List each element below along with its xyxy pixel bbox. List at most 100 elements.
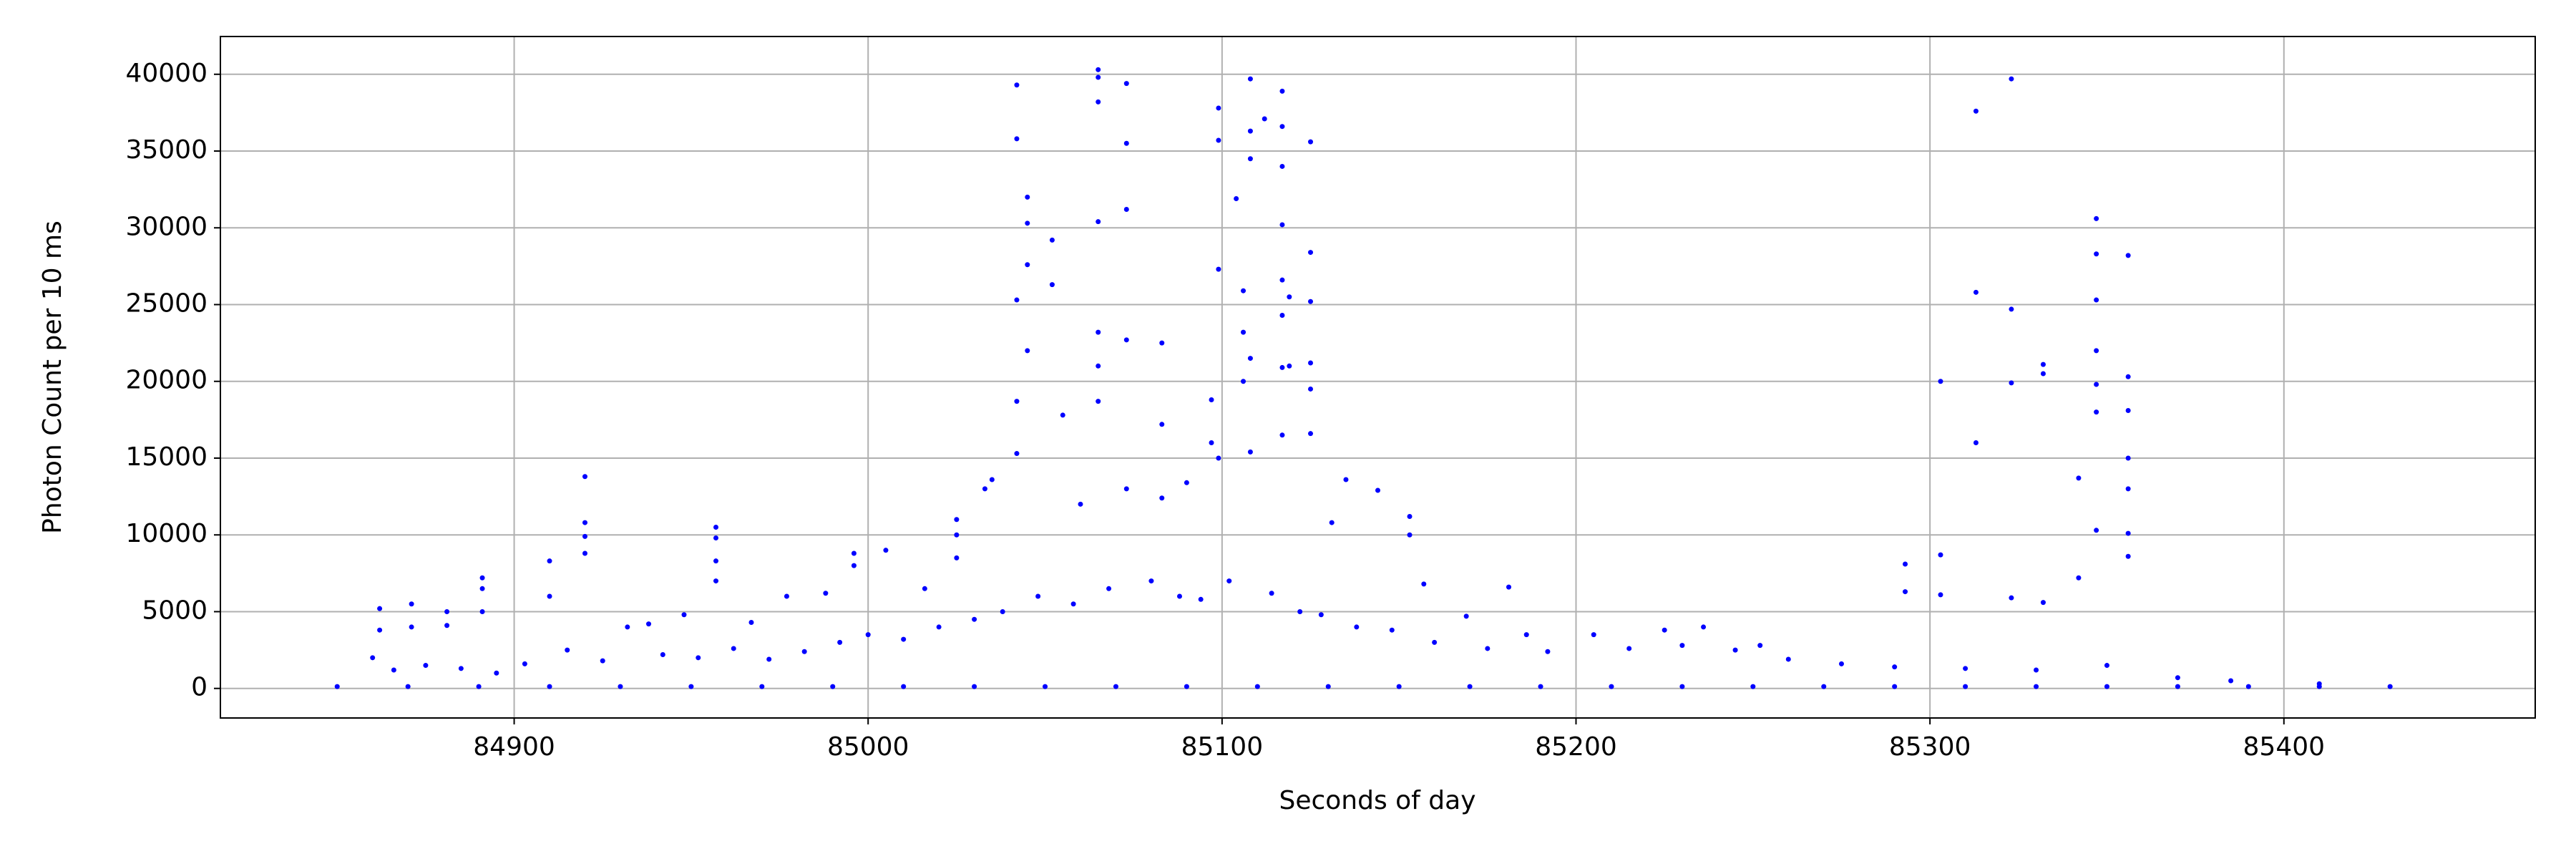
point — [2175, 675, 2180, 681]
point — [1407, 513, 1413, 519]
point — [2040, 371, 2046, 377]
point — [2316, 684, 2322, 689]
point — [759, 684, 765, 689]
point — [391, 667, 396, 673]
point — [2094, 215, 2099, 221]
point — [2094, 382, 2099, 387]
point — [2104, 684, 2109, 689]
point — [954, 532, 960, 538]
point — [713, 535, 719, 541]
point — [476, 684, 482, 689]
point — [1049, 282, 1055, 288]
point — [1025, 262, 1030, 268]
point — [1963, 684, 1968, 689]
point — [1279, 88, 1285, 94]
point — [2387, 684, 2393, 689]
point — [479, 608, 485, 614]
point — [1123, 207, 1129, 213]
point — [2009, 595, 2014, 601]
plot-frame — [220, 36, 2536, 719]
point — [2125, 374, 2131, 379]
point — [2125, 407, 2131, 413]
point — [625, 624, 630, 630]
point — [1329, 520, 1335, 525]
point — [618, 684, 623, 689]
point — [1973, 108, 1979, 114]
point — [1198, 596, 1204, 602]
point — [444, 608, 450, 614]
point — [1938, 379, 1943, 384]
y-tick-label: 40000 — [125, 59, 208, 88]
x-tick-label: 84900 — [473, 732, 555, 762]
point — [1070, 601, 1076, 607]
point — [494, 670, 499, 676]
point — [1287, 363, 1292, 369]
point — [1903, 561, 1908, 567]
point — [1216, 266, 1221, 272]
point — [1078, 501, 1083, 507]
point — [2076, 475, 2082, 481]
point — [2175, 684, 2180, 689]
point — [1662, 627, 1667, 633]
point — [334, 684, 340, 689]
point — [1247, 76, 1253, 82]
point — [1467, 684, 1473, 689]
point — [1262, 116, 1267, 122]
point — [1279, 432, 1285, 438]
point — [1209, 440, 1214, 446]
point — [405, 684, 411, 689]
point — [1538, 684, 1543, 689]
point — [1241, 379, 1246, 384]
point — [600, 658, 605, 664]
point — [1609, 684, 1614, 689]
point — [1106, 586, 1112, 591]
y-tick-label: 15000 — [125, 442, 208, 472]
point — [1750, 684, 1756, 689]
point — [1463, 613, 1469, 619]
point — [2125, 486, 2131, 492]
point — [972, 684, 977, 689]
point — [1247, 128, 1253, 134]
point — [1821, 684, 1827, 689]
point — [1123, 140, 1129, 146]
point — [688, 684, 694, 689]
point — [582, 474, 587, 480]
x-axis-label: Seconds of day — [1279, 786, 1475, 815]
point — [2228, 678, 2234, 684]
point — [1247, 449, 1253, 455]
y-axis-label: Photon Count per 10 ms — [38, 220, 67, 534]
point — [883, 548, 889, 553]
point — [901, 684, 907, 689]
point — [1279, 313, 1285, 319]
point — [1938, 592, 1943, 598]
x-tick-label: 85200 — [1535, 732, 1617, 762]
point — [2040, 361, 2046, 367]
point — [2034, 684, 2039, 689]
point — [766, 656, 772, 662]
point — [1159, 422, 1165, 427]
point — [1184, 684, 1189, 689]
point — [2125, 530, 2131, 536]
point — [547, 593, 552, 599]
point — [982, 486, 987, 492]
point — [479, 575, 485, 581]
point — [972, 616, 977, 622]
point — [1506, 584, 1512, 590]
point — [1396, 684, 1402, 689]
point — [1903, 589, 1908, 595]
point — [1279, 364, 1285, 370]
point — [1297, 608, 1303, 614]
point — [1176, 593, 1182, 599]
point — [1308, 299, 1314, 304]
point — [851, 550, 857, 556]
point — [1014, 136, 1020, 142]
point — [1209, 397, 1214, 402]
point — [1421, 581, 1427, 587]
point — [409, 601, 414, 607]
point — [1325, 684, 1331, 689]
y-tick-label: 35000 — [125, 135, 208, 165]
point — [954, 555, 960, 560]
point — [1035, 593, 1041, 599]
point — [1247, 356, 1253, 361]
